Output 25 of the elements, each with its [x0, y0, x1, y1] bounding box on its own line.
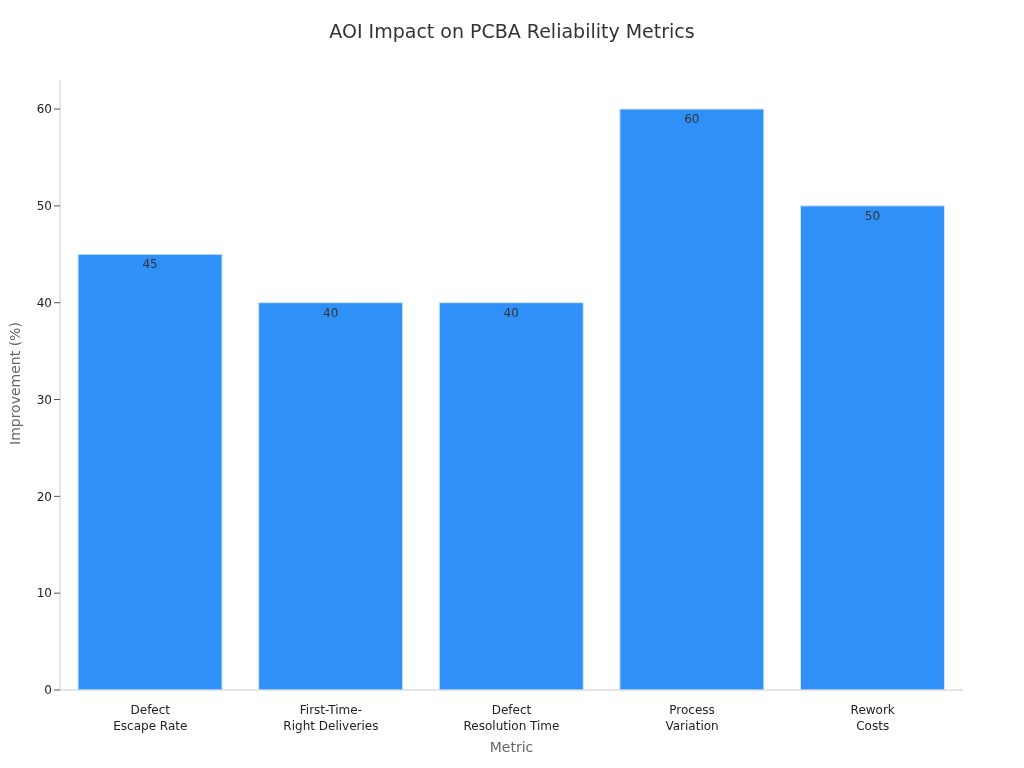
x-axis-title: Metric [489, 739, 534, 755]
x-tick-label: Rework Costs [850, 703, 895, 733]
y-tick-label: 60 [36, 102, 52, 117]
y-tick-label: 0 [44, 683, 52, 698]
data-label: 60 [684, 112, 700, 127]
y-tick-label: 20 [36, 489, 52, 504]
x-tick-label: Defect Escape Rate [113, 703, 188, 733]
y-tick-label: 50 [36, 199, 52, 214]
bar [799, 205, 945, 690]
data-label: 40 [323, 305, 339, 320]
data-label: 50 [864, 208, 881, 223]
y-tick-label: 40 [36, 295, 52, 310]
bar [258, 302, 404, 690]
data-label: 45 [142, 257, 158, 272]
x-tick-label: Process Variation [665, 703, 719, 733]
bar [438, 302, 584, 690]
data-label: 40 [503, 305, 519, 320]
y-tick-label: 10 [36, 586, 52, 601]
bar [77, 253, 223, 690]
y-tick-label: 30 [36, 392, 52, 407]
y-axis-title: Improvement (%) [6, 322, 23, 445]
x-tick-label: Defect Resolution Time [463, 703, 560, 733]
x-tick-label: First-Time- Right Deliveries [283, 703, 379, 733]
chart-title: AOI Impact on PCBA Reliability Metrics [328, 20, 696, 42]
bar [619, 108, 765, 690]
